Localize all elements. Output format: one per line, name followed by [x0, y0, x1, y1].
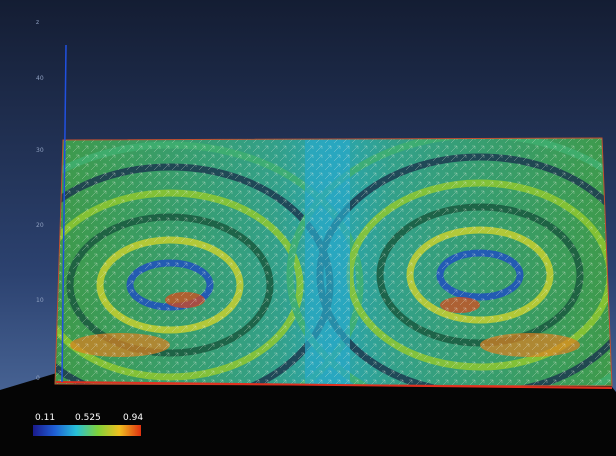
- axis-tick-label: 30: [36, 147, 44, 154]
- colorbar-label: 0.11: [35, 413, 55, 423]
- visualization: z 40 30 20 10 0 0.11 0.525 0.94: [0, 0, 616, 456]
- colorbar-label: 0.525: [75, 413, 101, 423]
- flow-field: [0, 130, 616, 425]
- colorbar: [33, 425, 141, 436]
- axis-tick-label: 40: [36, 75, 44, 82]
- colorbar-label: 0.94: [123, 413, 143, 423]
- axis-tick-label: 0: [36, 375, 40, 382]
- axis-label: z: [36, 19, 39, 26]
- axis-tick-label: 10: [36, 297, 44, 304]
- axis-tick-label: 20: [36, 222, 44, 229]
